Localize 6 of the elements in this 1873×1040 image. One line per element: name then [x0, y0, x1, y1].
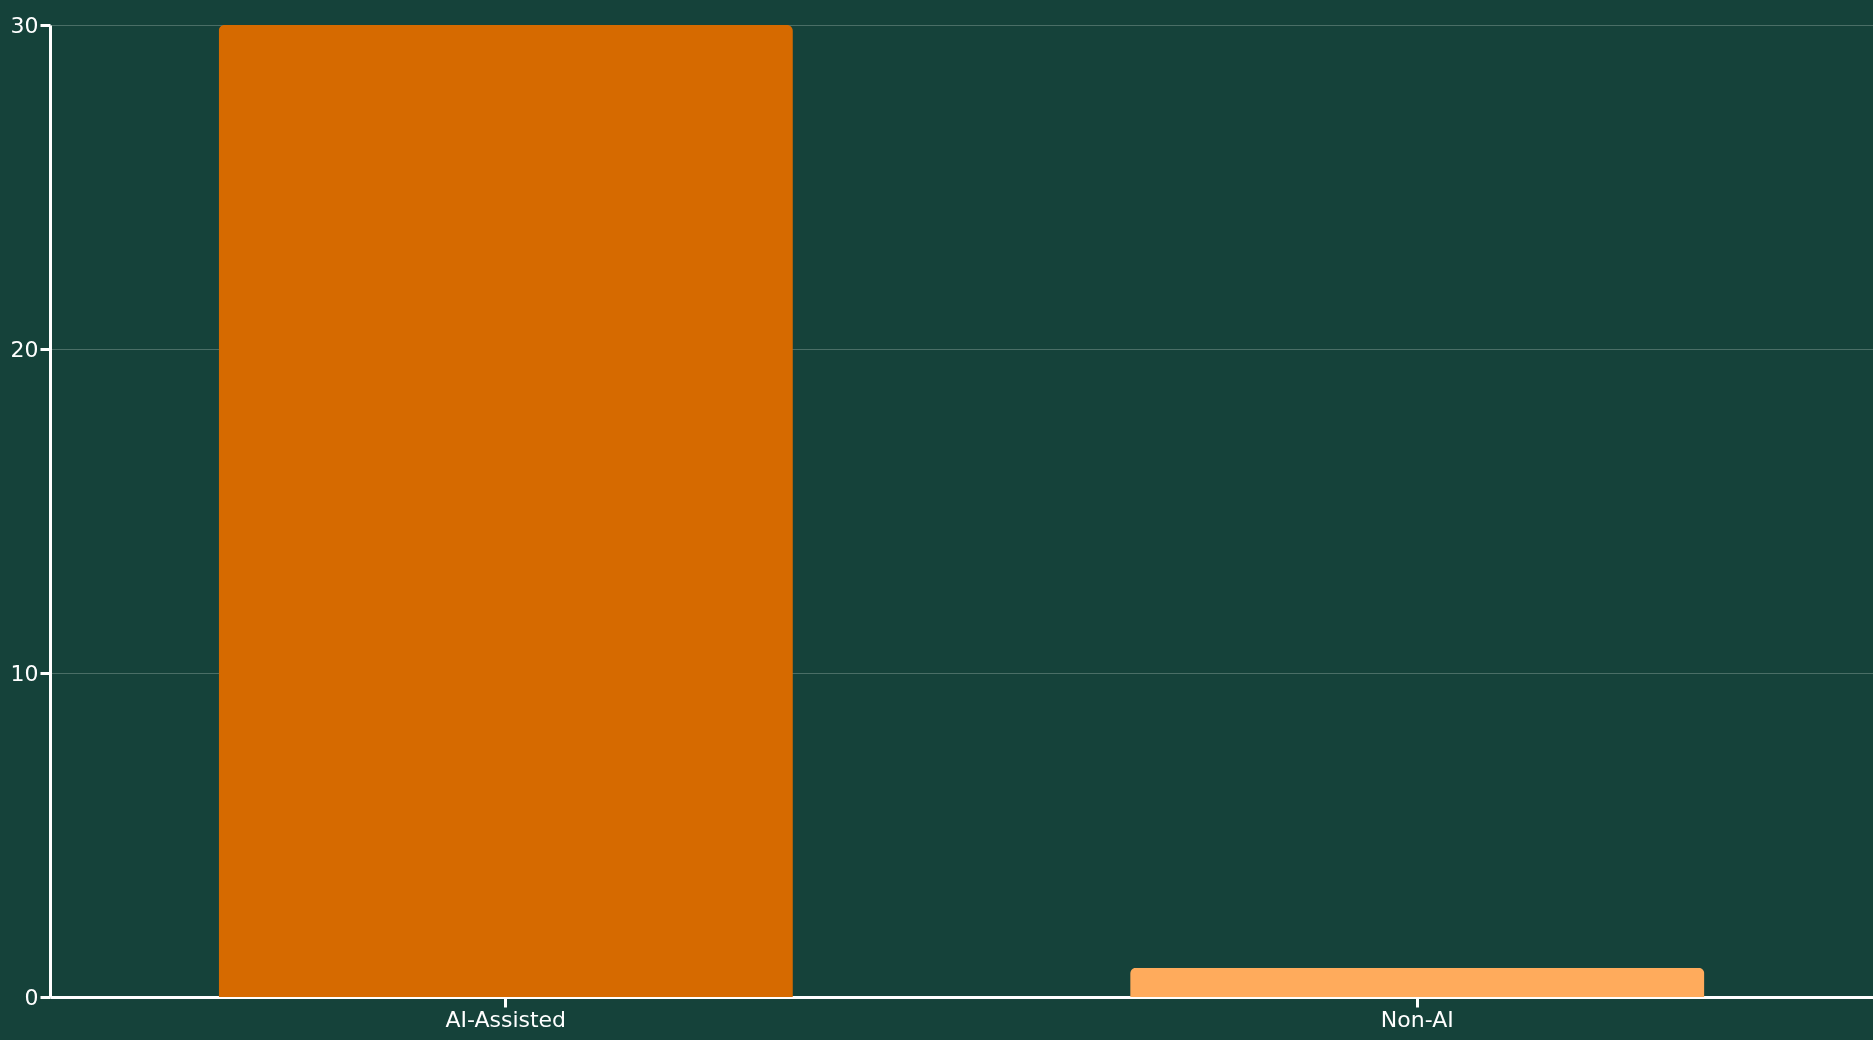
y-tick-label: 0 [24, 984, 39, 1010]
y-tick-label: 10 [10, 660, 39, 686]
x-tick-label: AI-Assisted [445, 1006, 567, 1032]
y-tick-label: 20 [10, 336, 39, 362]
y-tick-label: 30 [10, 12, 39, 38]
x-tick-label: Non-AI [1380, 1006, 1454, 1032]
